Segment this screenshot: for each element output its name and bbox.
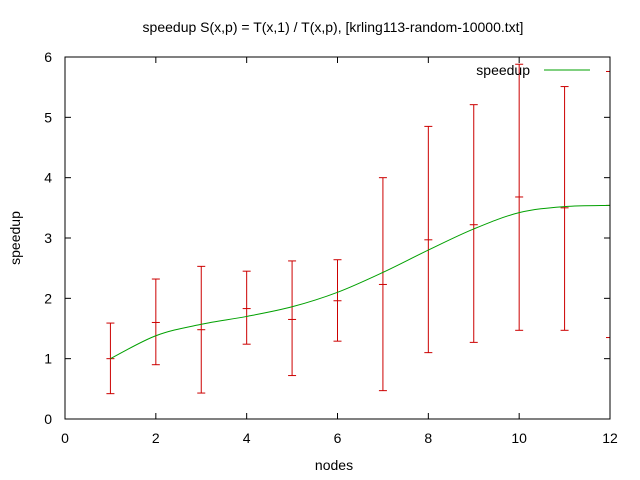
- legend-label-speedup: speedup: [476, 62, 530, 78]
- errorbar: [424, 125, 433, 354]
- x-axis-label: nodes: [315, 457, 353, 473]
- plot-frame: [64, 56, 611, 420]
- errorbar: [288, 260, 297, 377]
- errorbar: [560, 86, 569, 331]
- errorbar-layer: [106, 63, 610, 395]
- x-tick-label: 8: [424, 430, 432, 446]
- x-tick-label: 2: [152, 430, 160, 446]
- speedup-line: [110, 204, 611, 360]
- x-tick-label: 6: [334, 430, 342, 446]
- errorbar: [151, 278, 160, 366]
- y-axis-label: speedup: [7, 211, 23, 265]
- x-tick-label: 4: [243, 430, 251, 446]
- errorbar: [378, 177, 387, 392]
- errorbar: [606, 70, 610, 339]
- y-tick-label: 2: [44, 290, 52, 306]
- y-tick-label: 6: [44, 49, 52, 65]
- y-tick-label: 3: [44, 230, 52, 246]
- errorbar: [333, 259, 342, 342]
- x-tick-label: 12: [602, 430, 618, 446]
- x-tick-label: 0: [61, 430, 69, 446]
- errorbar: [242, 270, 251, 345]
- y-tick-label: 4: [44, 170, 52, 186]
- x-tick-label: 10: [511, 430, 527, 446]
- chart-title: speedup S(x,p) = T(x,1) / T(x,p), [krlin…: [143, 19, 524, 35]
- legend: speedup: [476, 62, 590, 78]
- errorbar: [469, 104, 478, 343]
- y-tick-label: 1: [44, 351, 52, 367]
- y-tick-label: 5: [44, 109, 52, 125]
- errorbar: [197, 265, 206, 394]
- y-tick-label: 0: [44, 411, 52, 427]
- speedup-line-layer: [110, 204, 611, 360]
- errorbar: [515, 63, 524, 331]
